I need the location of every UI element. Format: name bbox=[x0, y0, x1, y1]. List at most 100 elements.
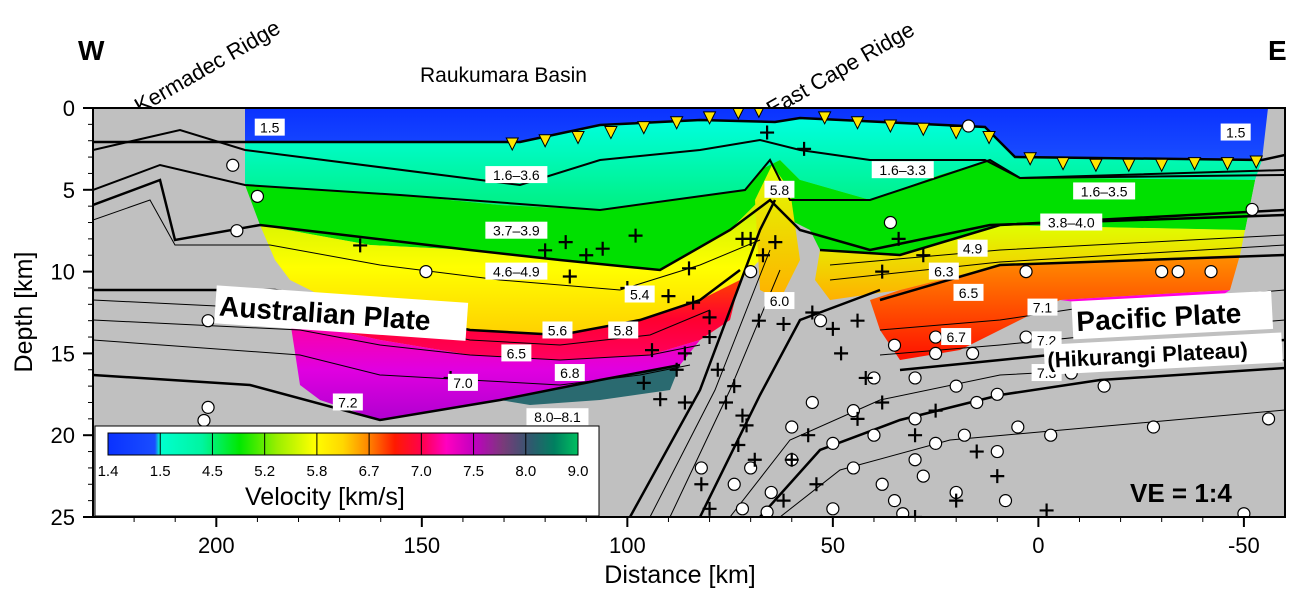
earthquake-cross-11 bbox=[760, 125, 775, 140]
y-tick-label-2: 10 bbox=[51, 260, 75, 285]
earthquake-circle-26 bbox=[908, 371, 922, 385]
earthquake-circle-18 bbox=[929, 330, 943, 344]
velocity-label-text: 6.0 bbox=[770, 293, 790, 309]
raukumara-basin-label: Raukumara Basin bbox=[420, 64, 587, 87]
x-axis-label: Distance [km] bbox=[604, 561, 755, 589]
y-tick-label-3: 15 bbox=[51, 341, 75, 366]
velocity-label-bg bbox=[1073, 182, 1136, 200]
earthquake-circle-59 bbox=[998, 494, 1013, 508]
earthquake-circle-38 bbox=[1011, 420, 1025, 434]
earthquake-circle-28 bbox=[970, 395, 984, 410]
velocity-label-text: 1.6–3.3 bbox=[879, 162, 926, 178]
earthquake-cross-37 bbox=[776, 493, 791, 508]
earthquake-circle-49 bbox=[764, 485, 778, 500]
velocity-label-bg bbox=[447, 373, 478, 391]
earthquake-cross-1 bbox=[538, 243, 553, 258]
earthquake-circle-57 bbox=[727, 477, 741, 491]
earthquake-circle-37 bbox=[957, 428, 971, 442]
earthquake-cross-46 bbox=[875, 264, 890, 279]
model-interfaces bbox=[93, 116, 1285, 517]
earthquake-cross-57 bbox=[353, 238, 368, 253]
x-axis: 200 150 100 50 0 -50 bbox=[133, 517, 1260, 558]
earthquake-cross-48 bbox=[636, 375, 651, 390]
earthquake-circle-30 bbox=[908, 412, 922, 426]
earthquake-cross-14 bbox=[661, 289, 676, 304]
velocity-label-2: 1.6–3.6 bbox=[485, 166, 548, 184]
earthquake-cross-7 bbox=[682, 261, 696, 276]
earthquake-cross-12 bbox=[797, 141, 812, 156]
earthquake-cross-2 bbox=[579, 248, 594, 263]
earthquake-cross-24 bbox=[731, 438, 746, 453]
earthquake-circle-16 bbox=[813, 314, 828, 328]
earthquake-circle-33 bbox=[785, 420, 799, 434]
velocity-label-21: 7.0 bbox=[447, 373, 478, 391]
velocity-label-14: 7.1 bbox=[1027, 298, 1058, 316]
velocity-label-18: 7.2 bbox=[1031, 331, 1062, 349]
velocity-label-12: 6.0 bbox=[764, 292, 795, 310]
west-label: W bbox=[78, 35, 105, 66]
colorbar-tick-label-2: 4.5 bbox=[202, 463, 223, 480]
colorbar-tick-label-3: 5.2 bbox=[254, 463, 275, 480]
earthquake-cross-28 bbox=[805, 305, 820, 320]
velocity-label-bg bbox=[624, 285, 655, 303]
earthquake-cross-44 bbox=[891, 231, 906, 246]
velocity-label-bg bbox=[1027, 298, 1058, 316]
earthquake-circle-35 bbox=[867, 428, 881, 442]
earthquake-circle-27 bbox=[949, 379, 963, 393]
obs-station-12 bbox=[916, 122, 931, 137]
earthquake-cross-25 bbox=[747, 452, 762, 467]
velocity-label-text: 4.9 bbox=[963, 241, 983, 257]
colorbar-tick-label-7: 7.5 bbox=[463, 463, 484, 480]
earthquake-circle-15 bbox=[197, 413, 211, 428]
earthquake-circle-3 bbox=[419, 265, 433, 279]
earthquake-cross-29 bbox=[825, 321, 840, 336]
velocity-label-text: 7.2 bbox=[338, 394, 358, 410]
earthquake-circle-11 bbox=[1245, 202, 1259, 217]
earthquake-cross-23 bbox=[739, 418, 754, 433]
earthquake-circle-7 bbox=[1019, 265, 1033, 279]
velocity-label-text: 1.5 bbox=[260, 120, 280, 136]
lower-crust-red bbox=[275, 280, 740, 360]
velocity-label-text: 5.6 bbox=[548, 322, 568, 338]
velocity-label-20: 6.8 bbox=[554, 364, 585, 382]
velocity-label-4: 1.6–3.5 bbox=[1073, 182, 1136, 200]
colorbar-label: Velocity [km/s] bbox=[245, 483, 405, 511]
earthquake-circle-8 bbox=[1155, 265, 1169, 279]
y-tick-label-4: 20 bbox=[51, 423, 75, 448]
velocity-label-bg bbox=[941, 328, 972, 346]
earthquake-cross-22 bbox=[735, 408, 750, 423]
velocity-label-text: 8.0–8.1 bbox=[534, 409, 581, 425]
earthquake-circle-43 bbox=[744, 461, 758, 475]
pacific-plate-label-group: Pacific Plate (Hikurangi Plateau) bbox=[1043, 290, 1283, 375]
velocity-label-15: 5.6 bbox=[542, 321, 573, 339]
velocity-label-bg bbox=[957, 239, 988, 257]
east-cape-ridge-label: East Cape Ridge bbox=[762, 17, 919, 122]
earthquake-circle-36 bbox=[929, 436, 943, 450]
colorbar-tick-label-0: 1.4 bbox=[98, 463, 119, 480]
colorbar-tick-label-1: 1.5 bbox=[150, 463, 171, 480]
earthquake-cross-56 bbox=[1039, 503, 1054, 517]
east-label: E bbox=[1268, 35, 1287, 66]
obs-station-4 bbox=[636, 121, 651, 135]
earthquake-circle-54 bbox=[1261, 412, 1276, 426]
velocity-label-1: 1.5 bbox=[1220, 123, 1251, 141]
velocity-label-13: 6.5 bbox=[953, 283, 984, 301]
obs-station-8 bbox=[753, 108, 765, 119]
velocity-label-bg bbox=[764, 292, 795, 310]
earthquake-circle-12 bbox=[201, 314, 215, 328]
earthquake-cross-15 bbox=[686, 295, 701, 310]
earthquake-circle-56 bbox=[760, 505, 774, 517]
velocity-label-17: 6.7 bbox=[941, 328, 972, 346]
velocity-label-bg bbox=[764, 180, 795, 198]
earthquake-circle-45 bbox=[916, 469, 930, 483]
earthquake-cross-35 bbox=[784, 452, 799, 467]
colorbar: 1.4 1.5 4.5 5.2 5.8 6.7 7.0 7.5 8.0 9.0 Velocity … bbox=[94, 425, 600, 517]
velocity-label-text: 7.1 bbox=[1033, 300, 1053, 316]
velocity-label-bg bbox=[871, 161, 934, 179]
y-tick-label-1: 5 bbox=[63, 178, 75, 203]
velocity-label-text: 6.3 bbox=[934, 264, 954, 280]
velocity-label-7: 3.8–4.0 bbox=[1040, 213, 1103, 231]
obs-station-9 bbox=[817, 111, 832, 125]
velocity-label-8: 4.9 bbox=[957, 239, 988, 257]
earthquake-circle-19 bbox=[929, 346, 943, 360]
